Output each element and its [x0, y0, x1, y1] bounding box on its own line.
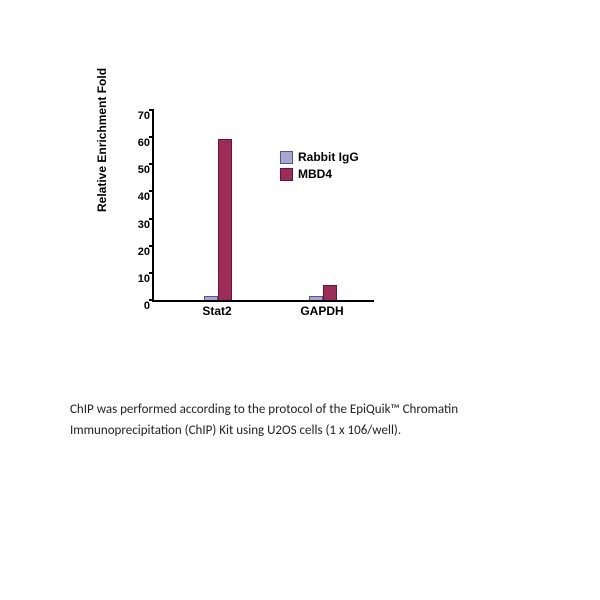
ytick-label: 40 — [120, 191, 150, 203]
caption-line-1: ChIP was performed according to the prot… — [70, 402, 458, 417]
ytick-mark — [149, 136, 154, 138]
bar — [218, 139, 232, 300]
ytick-mark — [149, 190, 154, 192]
legend: Rabbit IgG MBD4 — [280, 150, 359, 184]
xtick-label: Stat2 — [202, 304, 231, 318]
legend-swatch — [280, 168, 293, 181]
ytick-mark — [149, 218, 154, 220]
bar — [323, 285, 337, 300]
ytick-label: 20 — [120, 246, 150, 258]
legend-label: Rabbit IgG — [298, 150, 359, 164]
ytick-mark — [149, 109, 154, 111]
caption: ChIP was performed according to the prot… — [70, 400, 535, 442]
legend-swatch — [280, 151, 293, 164]
ytick-label: 60 — [120, 137, 150, 149]
bar — [204, 296, 218, 300]
bar — [309, 296, 323, 300]
legend-item: MBD4 — [280, 167, 359, 181]
ytick-label: 70 — [120, 110, 150, 122]
plot-area: 010203040506070Stat2GAPDH — [152, 110, 374, 302]
caption-line-2: Immunoprecipitation (ChIP) Kit using U2O… — [70, 423, 401, 438]
ytick-mark — [149, 299, 154, 301]
bar-chart: Relative Enrichment Fold 010203040506070… — [110, 110, 410, 340]
ytick-mark — [149, 245, 154, 247]
ytick-label: 50 — [120, 164, 150, 176]
ytick-label: 30 — [120, 219, 150, 231]
ytick-label: 0 — [120, 300, 150, 312]
ytick-mark — [149, 272, 154, 274]
legend-label: MBD4 — [298, 167, 332, 181]
xtick-label: GAPDH — [300, 304, 343, 318]
y-axis-label: Relative Enrichment Fold — [95, 68, 109, 212]
ytick-mark — [149, 163, 154, 165]
ytick-label: 10 — [120, 273, 150, 285]
legend-item: Rabbit IgG — [280, 150, 359, 164]
